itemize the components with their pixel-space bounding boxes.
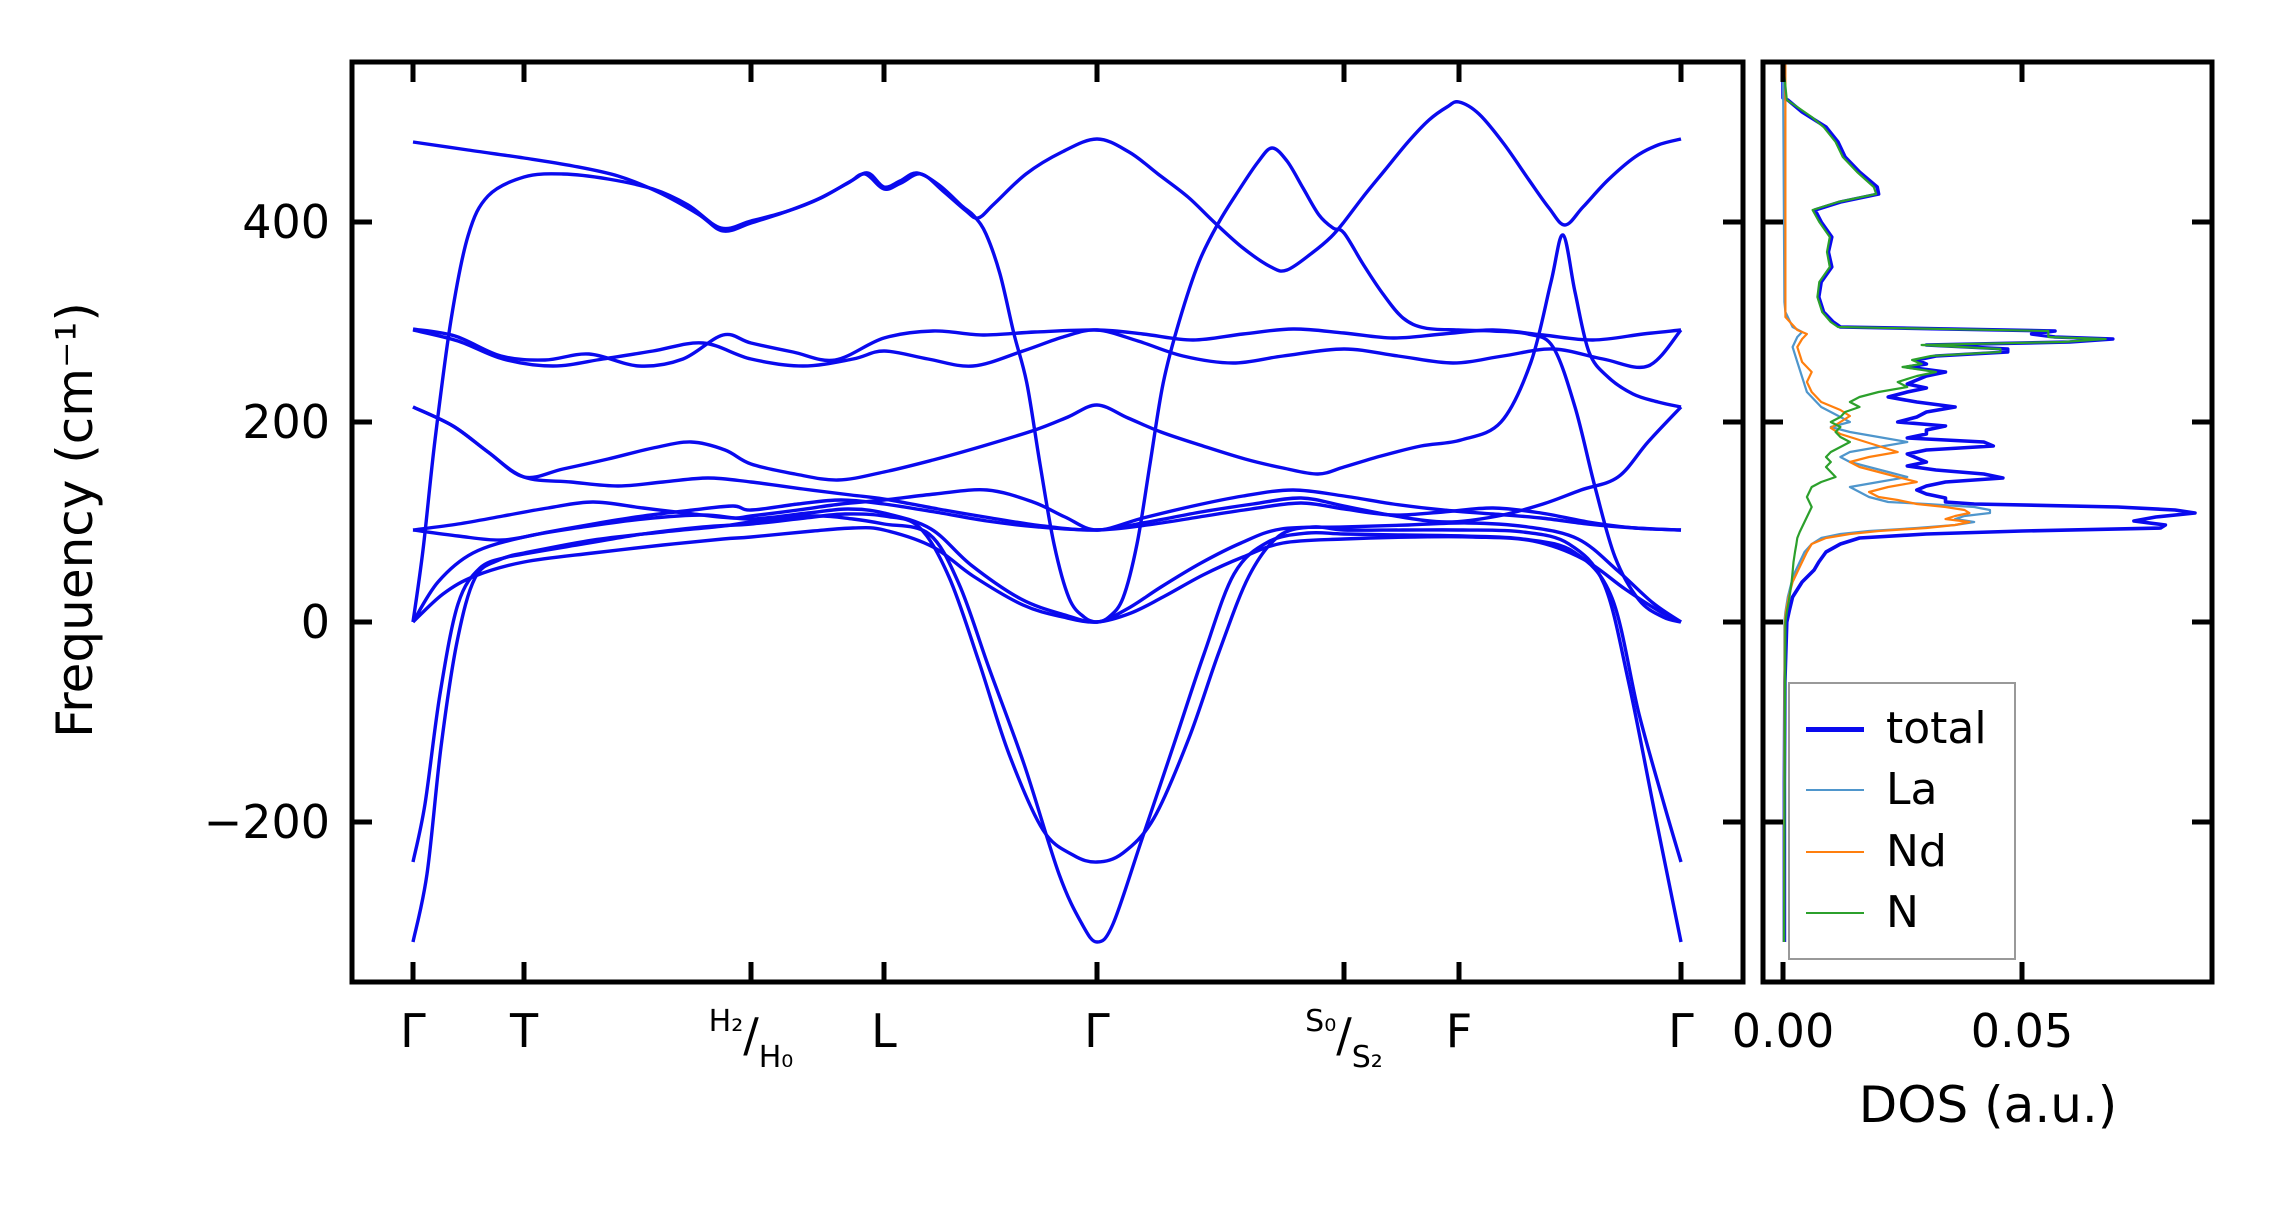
legend-row-n: N bbox=[1806, 886, 2014, 938]
la-line-swatch bbox=[1806, 789, 1864, 792]
legend-row-nd: Nd bbox=[1806, 825, 2014, 877]
band-9 bbox=[412, 233, 1682, 482]
xtick-Γ: Γ bbox=[1668, 1004, 1694, 1058]
band-8 bbox=[412, 328, 1683, 370]
legend-label-n: N bbox=[1886, 886, 1919, 938]
xtick-F: F bbox=[1445, 1004, 1473, 1058]
total-line-swatch bbox=[1806, 726, 1864, 732]
dos-xtick-0.00: 0.00 bbox=[1731, 1004, 1835, 1058]
legend-row-total: total bbox=[1806, 707, 2014, 751]
frequency-axis-label: Frequency (cm⁻¹) bbox=[46, 302, 104, 738]
band-4 bbox=[411, 507, 1682, 624]
band-3 bbox=[411, 526, 1682, 624]
xtick-H₂/H₀: H₂/H₀ bbox=[708, 1004, 794, 1075]
nd-line-swatch bbox=[1806, 850, 1864, 853]
n-line-swatch bbox=[1806, 911, 1864, 914]
band-panel-frame bbox=[349, 59, 1746, 985]
band-11 bbox=[412, 498, 1682, 542]
dos-lines bbox=[1781, 62, 2197, 943]
legend-label-total: total bbox=[1886, 703, 1987, 755]
ytick-0: 0 bbox=[300, 595, 330, 649]
dos-line-Nd bbox=[1782, 62, 1971, 943]
dos-xtick-0.05: 0.05 bbox=[1970, 1004, 2074, 1058]
xtick-L: L bbox=[871, 1004, 897, 1058]
dos-legend: total La Nd N bbox=[1788, 682, 2016, 960]
dos-line-N bbox=[1781, 62, 2107, 943]
ytick-−200: −200 bbox=[203, 795, 330, 849]
legend-label-nd: Nd bbox=[1886, 825, 1947, 877]
band-6 bbox=[412, 100, 1682, 273]
ytick-200: 200 bbox=[242, 395, 330, 449]
band-12 bbox=[412, 488, 1682, 532]
dos-axis-label: DOS (a.u.) bbox=[1858, 1076, 2118, 1134]
dos-line-total bbox=[1781, 62, 2197, 942]
dos-panel-frame bbox=[1760, 59, 2215, 985]
band-7 bbox=[412, 327, 1682, 368]
band-2 bbox=[411, 514, 1683, 944]
xtick-T: T bbox=[509, 1004, 539, 1058]
xtick-Γ: Γ bbox=[1084, 1004, 1110, 1058]
xtick-Γ: Γ bbox=[400, 1004, 426, 1058]
legend-row-la: La bbox=[1806, 768, 2014, 812]
axis-ticks bbox=[352, 62, 2212, 982]
band-1 bbox=[411, 512, 1683, 943]
legend-label-la: La bbox=[1886, 764, 1938, 816]
xtick-S₀/S₂: S₀/S₂ bbox=[1305, 1004, 1383, 1075]
band-5 bbox=[411, 146, 1682, 624]
band-lines bbox=[411, 100, 1683, 944]
ytick-400: 400 bbox=[242, 195, 330, 249]
